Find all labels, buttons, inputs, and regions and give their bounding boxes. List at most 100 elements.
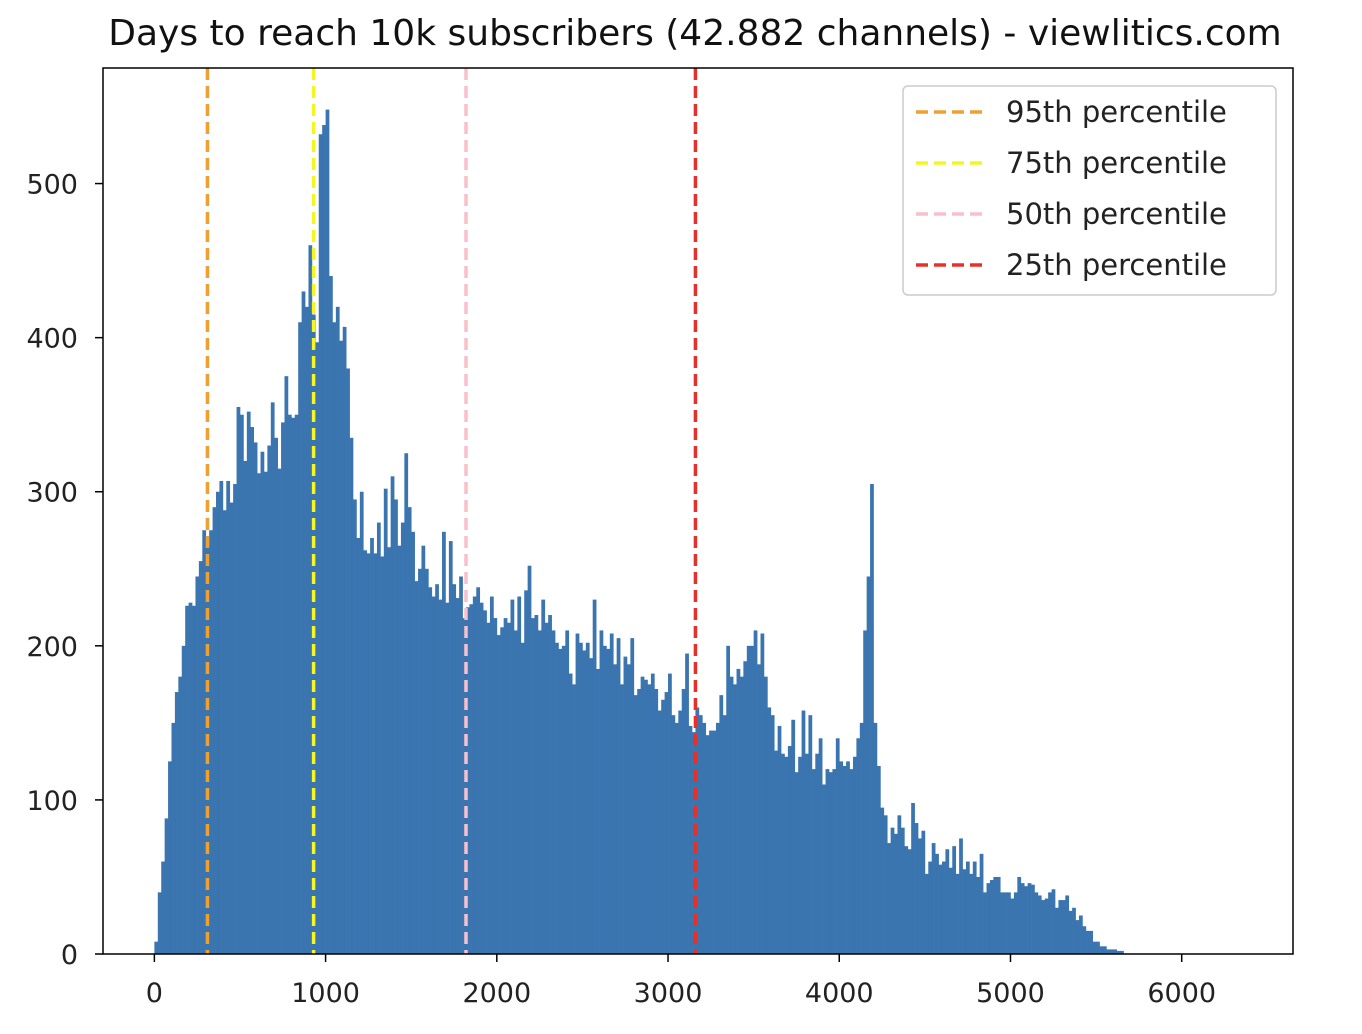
histogram-bar [544,622,549,954]
histogram-bar [359,491,364,954]
histogram-bar [178,676,183,954]
legend: 95th percentile 75th percentile 50th perce… [902,85,1277,296]
histogram-bar [880,807,885,954]
histogram-bar [537,630,542,954]
histogram-bar [962,869,967,954]
histogram-bar [613,664,618,954]
histogram-bar [972,861,977,954]
histogram-bar [236,406,241,954]
histogram-bar [520,642,525,954]
histogram-bar [671,715,676,954]
histogram-bar [1099,946,1104,954]
legend-label: 25th percentile [1006,248,1227,282]
histogram-bar [801,710,806,954]
histogram-bar [483,610,487,954]
histogram-bar [736,668,741,954]
histogram-bar [555,642,559,954]
histogram-bar [383,488,388,954]
histogram-bar [527,565,532,954]
histogram-bar [524,590,528,954]
histogram-bar [366,553,371,954]
histogram-bar [448,541,453,954]
y-tick-label: 300 [26,478,78,509]
x-tick-label: 2000 [462,978,531,1009]
histogram-bar [832,769,837,954]
histogram-bar [486,622,491,954]
histogram-bar [805,753,809,954]
histogram-bar [431,596,436,954]
histogram-bar [849,769,854,954]
histogram-bar [1058,900,1063,954]
histogram-bar [287,414,292,954]
histogram-bar [510,599,515,954]
histogram-bar [216,491,220,954]
histogram-bar [1055,907,1059,954]
histogram-bar [726,645,731,954]
histogram-bar [774,750,778,954]
histogram-bar [657,710,662,954]
histogram-bar [222,510,227,954]
x-tick-label: 1000 [291,978,360,1009]
histogram-bar [421,545,426,954]
histogram-bar [1075,920,1080,954]
histogram-bar [192,605,196,954]
histogram-bar [681,688,686,954]
histogram-bar [743,661,748,954]
histogram-bar [698,715,703,954]
histogram-bar [318,134,323,954]
histogram-bar [164,818,169,954]
histogram-bar [674,722,679,954]
histogram-bar [1048,892,1052,954]
histogram-bar [161,861,165,954]
histogram-bar [921,830,926,954]
histogram-bar [370,537,374,954]
x-axis: 0 1000 2000 3000 4000 5000 6000 [146,954,1216,1009]
histogram-bar [465,607,470,954]
histogram-bar [445,602,450,954]
histogram-bar [1089,930,1094,954]
histogram-bar [945,849,950,954]
histogram-bar [435,584,439,954]
histogram-bar [993,876,998,954]
histogram-bar [924,873,929,954]
histogram-bar [294,414,299,954]
histogram-bar [585,642,590,954]
histogram-bar [185,605,189,954]
histogram-bar [442,531,446,954]
histogram-bar [637,688,641,954]
plot-frame [102,67,1294,955]
histogram-bar [335,306,340,955]
histogram-bar [767,707,772,954]
histogram-bar [503,618,508,954]
histogram-bar [1027,883,1032,954]
histogram-bar [541,599,546,954]
histogram-bar [582,650,587,954]
histogram-bar [1017,876,1022,954]
histogram-bar [602,645,607,954]
histogram-bar [1044,898,1049,954]
histogram-bar [856,738,861,954]
histogram-bar [626,664,631,954]
histogram-bar [1096,941,1100,954]
histogram-bar [983,892,987,954]
histogram-bar [900,827,905,954]
histogram-bar [644,679,648,954]
histogram-bar [1106,949,1111,954]
histogram-bar [818,738,823,954]
histogram-bar [839,761,844,954]
histogram-bar [1082,926,1087,954]
histogram-bar [263,471,268,954]
histogram-bar [418,568,422,954]
histogram-bar [1034,892,1039,954]
x-tick-label: 4000 [805,978,874,1009]
histogram-bar [243,460,248,954]
histogram-bar [390,476,395,954]
histogram-bar [965,861,970,954]
histogram-bar [414,581,419,954]
histogram-bar [1024,886,1028,954]
histogram-bar [322,125,326,954]
histogram-bar [979,853,984,954]
histogram-bar [1085,930,1090,954]
histogram-bar [859,722,864,954]
histogram-bar [781,753,785,954]
